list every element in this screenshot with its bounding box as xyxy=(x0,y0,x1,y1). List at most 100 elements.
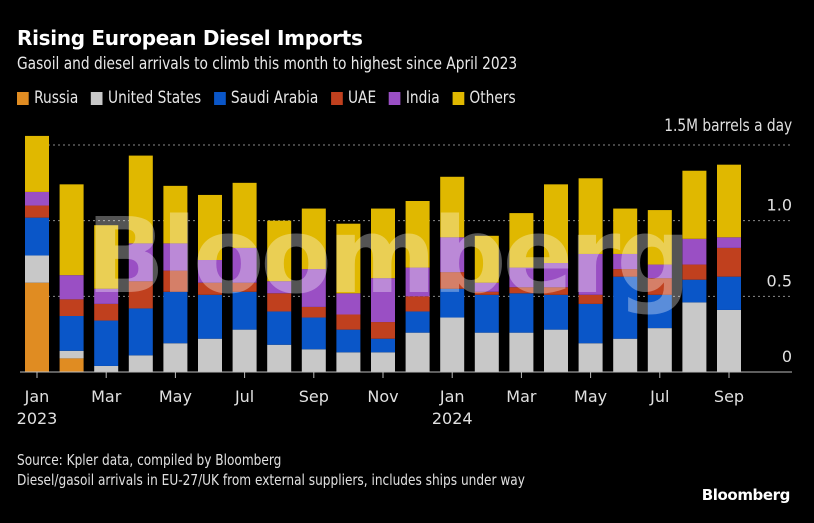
bar-segment-uae xyxy=(336,314,361,330)
bar-segment-united-states xyxy=(94,365,119,372)
x-tick-label: Nov xyxy=(367,387,398,406)
bar-segment-others xyxy=(613,208,638,254)
bar-segment-saudi-arabia xyxy=(198,294,222,339)
bar-segment-india xyxy=(544,263,568,288)
legend-swatch-uae xyxy=(330,91,343,105)
bar-segment-others xyxy=(25,135,49,192)
bar-segment-united-states xyxy=(474,332,499,372)
bar-segment-uae xyxy=(474,291,499,295)
legend-item-united-states: United States xyxy=(90,88,202,108)
bar-segment-india xyxy=(717,237,741,248)
bar-segment-uae xyxy=(440,272,465,289)
legend-label: Russia xyxy=(34,88,79,108)
y-tick-label: 0 xyxy=(782,347,792,366)
bar-segment-india xyxy=(578,253,603,295)
bar-segment-saudi-arabia xyxy=(544,294,568,330)
bar-segment-united-states xyxy=(405,332,430,372)
bar-segment-india xyxy=(682,238,707,265)
legend-swatch-russia xyxy=(17,91,29,105)
bar-segment-united-states xyxy=(232,329,257,372)
bar-segment-uae xyxy=(509,287,534,294)
legend-swatch-united-states xyxy=(90,91,103,105)
bar-segment-others xyxy=(301,208,326,270)
source-note: Source: Kpler data, compiled by Bloomber… xyxy=(17,451,282,469)
bar-segment-saudi-arabia xyxy=(647,294,672,329)
bar-segment-india xyxy=(405,267,430,297)
bar-segment-united-states xyxy=(717,309,741,372)
legend-label: Others xyxy=(469,88,516,108)
bar-segment-united-states xyxy=(578,343,603,372)
bar-segment-saudi-arabia xyxy=(128,308,153,356)
bar-segment-india xyxy=(509,267,534,288)
bar-segment-saudi-arabia xyxy=(301,317,326,350)
bar-segment-saudi-arabia xyxy=(267,311,292,345)
legend-swatch-others xyxy=(452,91,464,105)
legend-label: United States xyxy=(108,88,202,108)
y-axis-unit-label: 1.5M barrels a day xyxy=(664,116,792,136)
bar-segment-others xyxy=(474,235,499,283)
bar-segment-united-states xyxy=(198,338,222,372)
bar-segment-united-states xyxy=(613,338,638,372)
legend: Russia United States Saudi Arabia UAE In… xyxy=(17,88,516,108)
bar-segment-uae xyxy=(613,269,638,277)
bar-segment-others xyxy=(440,176,465,238)
x-tick-label: Mar xyxy=(506,387,537,406)
bar-segment-uae xyxy=(717,247,741,277)
bar-segment-united-states xyxy=(544,329,568,372)
x-tick-label: Jul xyxy=(649,387,669,406)
bar-segment-india xyxy=(94,288,119,304)
methodology-note: Diesel/gasoil arrivals in EU-27/UK from … xyxy=(17,471,525,489)
x-tick-year-label: 2024 xyxy=(432,409,473,428)
bar-segment-india xyxy=(336,293,361,315)
bar-segment-saudi-arabia xyxy=(717,276,741,310)
bar-segment-saudi-arabia xyxy=(336,329,361,353)
legend-item-uae: UAE xyxy=(330,88,377,108)
bar-segment-uae xyxy=(301,306,326,318)
bar-segment-saudi-arabia xyxy=(371,338,395,353)
bar-segment-others xyxy=(717,164,741,238)
bar-segment-india xyxy=(613,253,638,270)
legend-item-saudi-arabia: Saudi Arabia xyxy=(213,88,318,108)
bar-segment-india xyxy=(25,191,49,206)
legend-swatch-india xyxy=(388,91,401,105)
bar-segment-uae xyxy=(405,296,430,312)
bar-segment-united-states xyxy=(25,255,49,283)
bar-segment-india xyxy=(647,264,672,279)
legend-label: UAE xyxy=(347,88,377,108)
bar-segment-uae xyxy=(232,282,257,292)
chart-subtitle: Gasoil and diesel arrivals to climb this… xyxy=(17,54,518,74)
bar-segment-united-states xyxy=(163,343,188,372)
bar-segment-uae xyxy=(94,303,119,321)
bar-segment-others xyxy=(59,184,84,276)
bars xyxy=(25,135,741,372)
bar-segment-uae xyxy=(647,278,672,295)
bar-segment-united-states xyxy=(301,349,326,372)
y-tick-label: 0.5 xyxy=(767,271,792,290)
bar-segment-uae xyxy=(25,205,49,218)
bar-segment-saudi-arabia xyxy=(474,294,499,333)
bar-segment-uae xyxy=(267,293,292,312)
bloomberg-logo: Bloomberg xyxy=(701,486,791,504)
bar-segment-uae xyxy=(578,294,603,304)
y-tick-label: 1.0 xyxy=(767,196,792,215)
x-tick-label: May xyxy=(574,387,607,406)
bar-segment-saudi-arabia xyxy=(94,320,119,366)
bar-segment-others xyxy=(232,182,257,248)
x-tick-year-label: 2023 xyxy=(17,409,58,428)
bar-segment-russia xyxy=(59,358,84,372)
bar-segment-united-states xyxy=(128,355,153,372)
bar-segment-uae xyxy=(128,281,153,309)
bar-segment-india xyxy=(301,269,326,307)
bar-segment-united-states xyxy=(647,328,672,372)
bar-segment-others xyxy=(336,223,361,294)
bar-segment-others xyxy=(544,184,568,264)
bar-segment-united-states xyxy=(682,302,707,372)
bar-segment-saudi-arabia xyxy=(163,291,188,344)
bar-segment-united-states xyxy=(509,332,534,372)
bar-segment-others xyxy=(94,225,119,289)
bar-segment-others xyxy=(163,185,188,244)
bar-segment-united-states xyxy=(267,344,292,372)
bar-segment-united-states xyxy=(440,317,465,372)
legend-item-others: Others xyxy=(452,88,516,108)
